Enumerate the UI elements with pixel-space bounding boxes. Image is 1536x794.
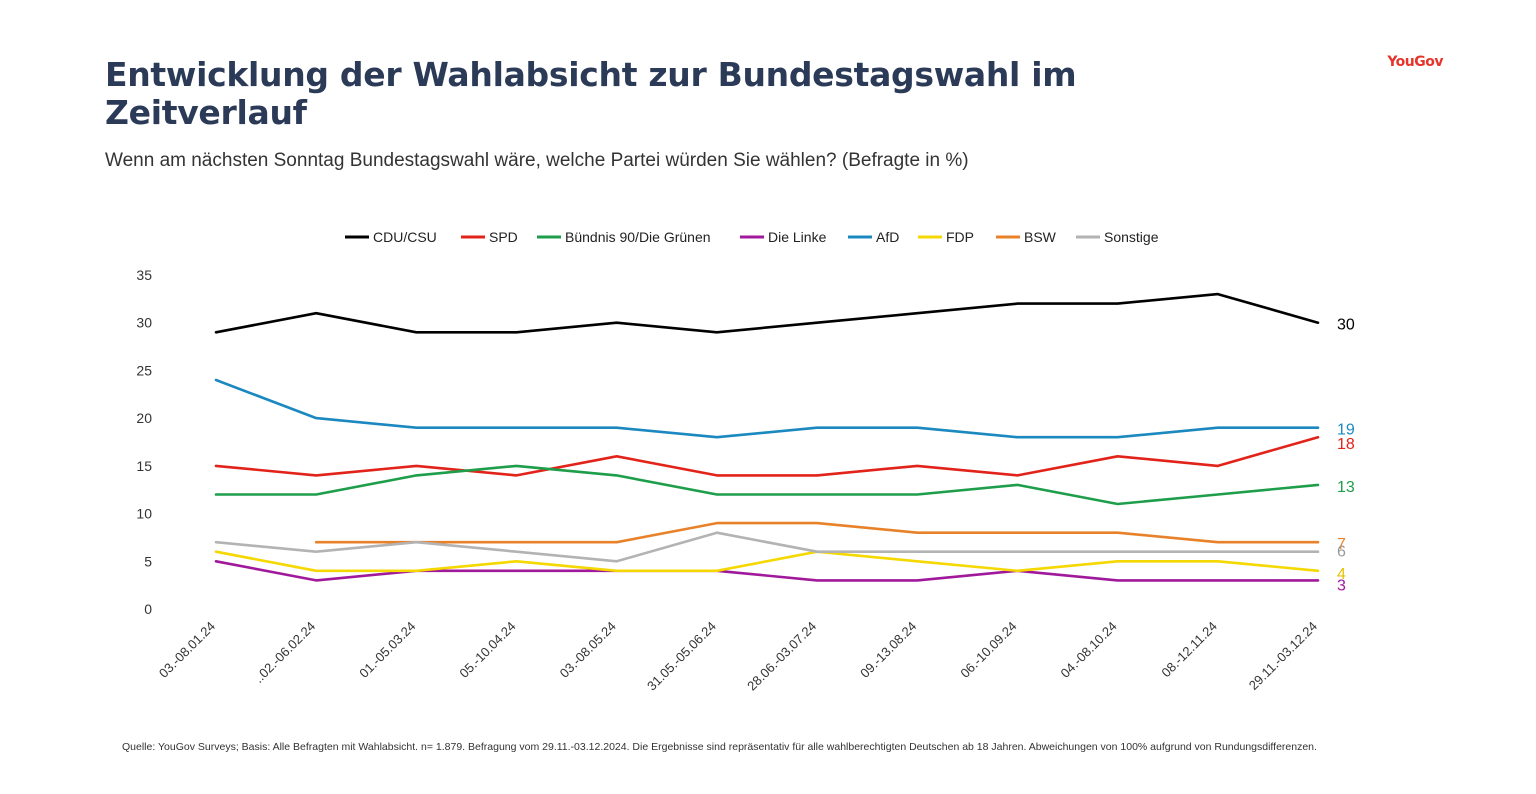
legend-label: SPD bbox=[489, 229, 518, 245]
brand-logo: YouGov bbox=[1387, 54, 1443, 70]
end-label-spd: 18 bbox=[1337, 436, 1355, 453]
x-tick-label: 09.-13.08.24 bbox=[857, 619, 919, 681]
y-tick-label: 15 bbox=[136, 458, 152, 474]
y-axis: 0 5 10 15 20 25 30 35 bbox=[136, 267, 152, 617]
legend-item-buendnis-90-die-gruenen: Bündnis 90/Die Grünen bbox=[537, 229, 711, 245]
legend-label: Bündnis 90/Die Grünen bbox=[565, 229, 711, 245]
series-line-sonstige bbox=[214, 531, 1320, 563]
series-line-afd bbox=[214, 378, 1320, 439]
series-line-fdp bbox=[214, 550, 1320, 573]
series-end-labels: 30 18 13 3 19 4 76 bbox=[1337, 317, 1355, 595]
page-title: Entwicklung der Wahlabsicht zur Bundesta… bbox=[105, 55, 1077, 132]
end-label-buendnis-90-die-gruenen: 13 bbox=[1337, 479, 1355, 496]
y-tick-label: 25 bbox=[136, 362, 152, 378]
series-line-buendnis-90-die-gruenen bbox=[214, 464, 1320, 506]
series-line-bsw bbox=[314, 521, 1320, 544]
end-label-die-linke: 3 bbox=[1337, 577, 1346, 594]
legend-item-sonstige: Sonstige bbox=[1076, 229, 1159, 245]
series-line-spd bbox=[214, 435, 1320, 477]
legend-label: Die Linke bbox=[768, 229, 827, 245]
x-axis: 03.-08.01.24 ..02.-06.02.24 01.-05.03.24 05… bbox=[156, 619, 1320, 694]
legend-item-afd: AfD bbox=[848, 229, 899, 245]
y-tick-label: 30 bbox=[136, 315, 152, 331]
x-tick-label: 05.-10.04.24 bbox=[456, 619, 518, 681]
y-tick-label: 10 bbox=[136, 506, 152, 522]
legend-label: FDP bbox=[946, 229, 974, 245]
x-tick-label: 03.-08.01.24 bbox=[156, 619, 218, 681]
y-tick-label: 20 bbox=[136, 410, 152, 426]
line-chart: CDU/CSU SPD Bündnis 90/Die Grünen Die Linke… bbox=[136, 229, 1355, 694]
end-label-fdp: 4 bbox=[1337, 566, 1346, 583]
end-label-sonstige: 6 bbox=[1337, 544, 1346, 561]
legend-item-fdp: FDP bbox=[918, 229, 974, 245]
source-footnote: Quelle: YouGov Surveys; Basis: Alle Befr… bbox=[122, 741, 1317, 753]
x-tick-label: 29.11.-03.12.24 bbox=[1246, 619, 1320, 693]
legend-item-spd: SPD bbox=[461, 229, 518, 245]
x-tick-label: 01.-05.03.24 bbox=[356, 619, 418, 681]
end-label-afd: 19 bbox=[1337, 422, 1355, 439]
legend-label: CDU/CSU bbox=[373, 229, 437, 245]
x-tick-label: 28.06.-03.07.24 bbox=[744, 619, 819, 694]
chart-subtitle: Wenn am nächsten Sonntag Bundestagswahl … bbox=[105, 150, 969, 171]
x-tick-label: 08.-12.11.24 bbox=[1158, 619, 1220, 681]
y-tick-label: 0 bbox=[144, 601, 152, 617]
legend-item-cdu-csu: CDU/CSU bbox=[345, 229, 437, 245]
end-label-cdu-csu: 30 bbox=[1337, 317, 1355, 334]
x-tick-label: 03.-08.05.24 bbox=[557, 619, 619, 681]
y-tick-label: 5 bbox=[144, 553, 152, 569]
x-tick-label: 04.-08.10.24 bbox=[1058, 619, 1120, 681]
legend-item-die-linke: Die Linke bbox=[740, 229, 827, 245]
x-tick-label: ..02.-06.02.24 bbox=[251, 619, 318, 686]
legend-label: AfD bbox=[876, 229, 899, 245]
chart-legend: CDU/CSU SPD Bündnis 90/Die Grünen Die Linke… bbox=[345, 229, 1159, 245]
x-tick-label: 06.-10.09.24 bbox=[957, 619, 1019, 681]
legend-label: Sonstige bbox=[1104, 229, 1159, 245]
series-line-die-linke bbox=[214, 560, 1320, 582]
series-line-cdu-csu bbox=[214, 292, 1320, 334]
x-tick-label: 31.05.-05.06.24 bbox=[644, 619, 719, 694]
legend-label: BSW bbox=[1024, 229, 1057, 245]
legend-item-bsw: BSW bbox=[996, 229, 1057, 245]
end-label-bsw: 7 bbox=[1337, 536, 1346, 553]
series-lines bbox=[214, 292, 1320, 582]
y-tick-label: 35 bbox=[136, 267, 152, 283]
